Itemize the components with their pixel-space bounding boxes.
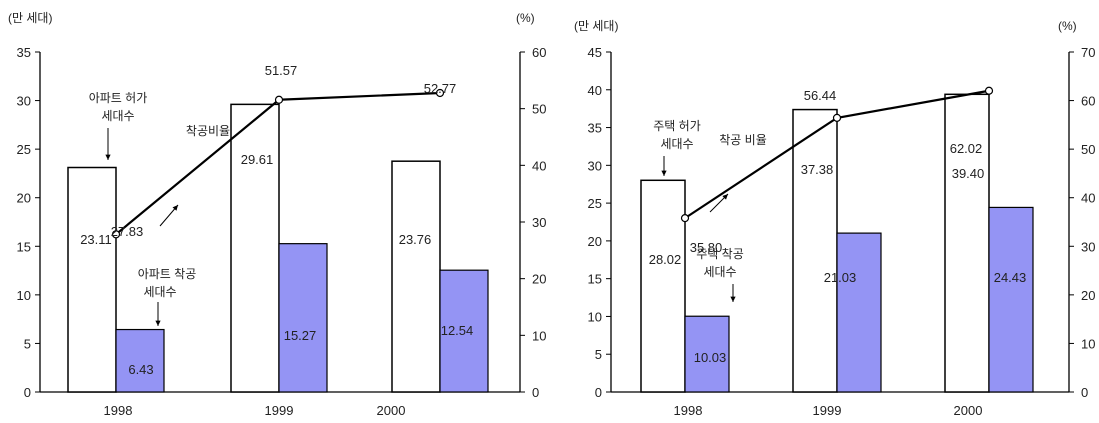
chart2-data-label-permits: 39.40 — [952, 166, 985, 181]
chart1-left-tick-label: 35 — [17, 45, 31, 60]
chart1-right-unit-label: (%) — [516, 11, 535, 25]
chart1-data-label-permits: 23.76 — [399, 232, 432, 247]
chart2-data-label-starts: 24.43 — [994, 270, 1027, 285]
chart1-left-tick-label: 15 — [17, 239, 31, 254]
chart2-data-label-permits: 37.38 — [801, 162, 834, 177]
chart2-bar-permits — [640, 179, 686, 393]
chart1-annotation-arrowhead — [172, 205, 178, 211]
chart2-annotation-text: 세대수 — [660, 137, 693, 151]
chart2-left-tick-label: 15 — [588, 272, 602, 287]
chart1-annotation-text: 세대수 — [101, 109, 134, 123]
chart1-right-tick-label: 40 — [532, 158, 546, 173]
chart1-data-label-ratio: 52.77 — [424, 81, 457, 96]
chart1-data-label-ratio: 51.57 — [265, 63, 298, 78]
chart1-left-unit-label: (만 세대) — [8, 11, 52, 25]
chart1-annotation-arrowhead — [105, 154, 111, 160]
chart1-data-label-starts: 6.43 — [128, 362, 153, 377]
chart1-bar-starts — [115, 328, 165, 393]
chart1-bar-starts — [439, 269, 489, 393]
chart1-data-label-ratio: 27.83 — [111, 224, 144, 239]
chart2-data-label-ratio: 62.02 — [950, 141, 983, 156]
chart2-right-tick-label: 50 — [1081, 142, 1095, 157]
chart2-annotation-text: 착공 비율 — [719, 133, 767, 147]
chart2-right-unit-label: (%) — [1058, 19, 1077, 33]
chart1-line-point — [274, 95, 284, 104]
chart1-annotation-text: 아파트 착공 — [138, 267, 197, 281]
chart1-data-label-starts: 15.27 — [284, 328, 317, 343]
chart1-line-point — [435, 88, 445, 98]
chart2-right-tick-label: 30 — [1081, 239, 1095, 254]
chart2-bar-permits — [792, 108, 838, 393]
chart2-right-tick-label: 0 — [1081, 385, 1088, 400]
chart1-line-point — [111, 230, 121, 239]
chart2-left-tick-label: 30 — [588, 158, 602, 173]
chart1-bar-permits — [391, 160, 441, 393]
chart1-left-tick-label: 0 — [24, 385, 31, 400]
chart1-right-tick-label: 50 — [532, 102, 546, 117]
chart2-right-tick-label: 20 — [1081, 288, 1095, 303]
chart2-data-label-starts: 10.03 — [694, 350, 727, 365]
chart1-bar-permits — [67, 166, 117, 393]
chart2-bar-starts — [836, 232, 882, 393]
chart2-left-unit-label: (만 세대) — [574, 19, 618, 33]
chart1-bar-permits — [230, 103, 280, 393]
chart2-bar-starts — [684, 315, 730, 393]
chart2-line-point — [984, 86, 994, 95]
chart2-category-label: 2000 — [954, 403, 983, 418]
chart1-left-tick-label: 20 — [17, 191, 31, 206]
chart1-left-tick-label: 10 — [17, 288, 31, 303]
chart2-right-tick-label: 60 — [1081, 94, 1095, 109]
chart1-bar-starts — [278, 243, 328, 393]
chart1-right-tick-label: 10 — [532, 328, 546, 343]
chart2-left-tick-label: 10 — [588, 309, 602, 324]
chart2-line-point — [680, 214, 690, 223]
chart1-right-tick-label: 60 — [532, 45, 546, 60]
chart2-left-tick-label: 5 — [595, 347, 602, 362]
chart1-left-tick-label: 25 — [17, 142, 31, 157]
chart2-annotation-arrowhead — [661, 170, 667, 176]
chart1-annotation-text: 아파트 허가 — [89, 91, 148, 105]
chart1-annotation-arrowhead — [155, 320, 161, 326]
chart2-category-label: 1998 — [674, 403, 703, 418]
chart2-left-tick-label: 0 — [595, 385, 602, 400]
chart2-bar-starts — [988, 206, 1034, 393]
chart1-category-label: 1999 — [265, 403, 294, 418]
chart2-data-label-ratio: 56.44 — [804, 88, 837, 103]
chart1-right-tick-label: 30 — [532, 215, 546, 230]
chart2-data-label-starts: 21.03 — [824, 270, 857, 285]
chart2-data-label-ratio: 35.80 — [690, 240, 723, 255]
chart2-data-label-permits: 28.02 — [649, 252, 682, 267]
chart1-data-label-permits: 29.61 — [241, 152, 274, 167]
chart1-left-tick-label: 5 — [24, 336, 31, 351]
chart1-data-label-starts: 12.54 — [441, 323, 474, 338]
chart2-left-tick-label: 45 — [588, 45, 602, 60]
chart2-left-tick-label: 25 — [588, 196, 602, 211]
chart2-annotation-arrowhead — [730, 296, 736, 302]
chart2-left-tick-label: 35 — [588, 121, 602, 136]
chart2-left-tick-label: 40 — [588, 83, 602, 98]
chart1-right-tick-label: 0 — [532, 385, 539, 400]
chart2-right-tick-label: 10 — [1081, 336, 1095, 351]
chart2-right-tick-label: 70 — [1081, 45, 1095, 60]
chart2-annotation-text: 주택 착공 — [696, 247, 744, 261]
chart1-data-label-permits: 23.11 — [80, 232, 112, 247]
chart1-category-label: 1998 — [104, 403, 133, 418]
chart2-right-tick-label: 40 — [1081, 191, 1095, 206]
chart2-annotation-text: 주택 허가 — [653, 119, 701, 133]
chart2-line-point — [832, 113, 842, 122]
chart1-annotation-text: 세대수 — [143, 285, 176, 299]
chart2-annotation-arrowhead — [722, 194, 728, 200]
chart2-left-tick-label: 20 — [588, 234, 602, 249]
chart1-annotation-text: 착공비율 — [186, 124, 230, 138]
chart1-right-tick-label: 20 — [532, 272, 546, 287]
chart2-annotation-text: 세대수 — [703, 265, 736, 279]
chart1-category-label: 2000 — [377, 403, 406, 418]
chart1-left-tick-label: 30 — [17, 94, 31, 109]
chart2-bar-permits — [944, 93, 990, 393]
chart2-category-label: 1999 — [813, 403, 842, 418]
